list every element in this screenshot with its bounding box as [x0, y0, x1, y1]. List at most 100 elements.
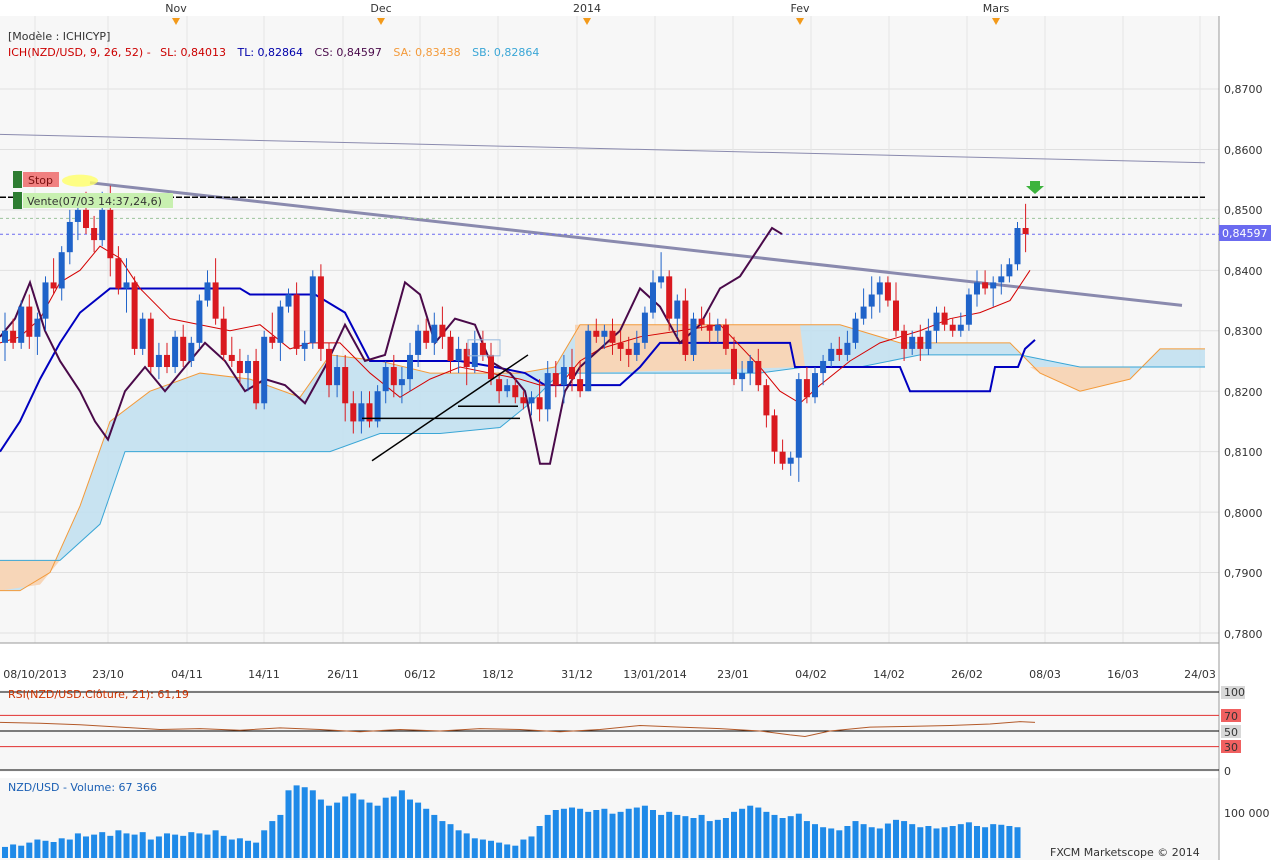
- volume-bar: [212, 830, 219, 858]
- date-tick: 16/03: [1107, 668, 1139, 681]
- ichimoku-cloud: [0, 324, 1205, 592]
- volume-bar: [269, 821, 276, 858]
- top-axis-labels: Nov Dec 2014 Fev Mars: [165, 2, 1009, 15]
- volume-bar: [536, 826, 543, 858]
- candle-body: [803, 379, 810, 398]
- stop-order[interactable]: Stop: [13, 171, 59, 188]
- volume-bar: [747, 805, 754, 858]
- candle-body: [131, 282, 138, 349]
- volume-bar: [884, 823, 891, 858]
- date-tick: 18/12: [482, 668, 514, 681]
- volume-bar: [180, 835, 187, 858]
- model-label: [Modèle : ICHICYP]: [8, 30, 110, 43]
- volume-bar: [358, 799, 365, 858]
- sa-value: SA: 0,83438: [393, 46, 460, 59]
- candle-body: [787, 457, 794, 464]
- volume-bar: [2, 846, 8, 858]
- candle-body: [820, 360, 827, 374]
- volume-bar: [609, 813, 616, 858]
- candle-body: [504, 385, 511, 392]
- candle-body: [650, 282, 656, 313]
- volume-bar: [868, 827, 875, 858]
- highlight-box: [467, 339, 501, 357]
- volume-bar: [617, 811, 624, 858]
- month-marker: [583, 18, 591, 25]
- volume-bar: [998, 824, 1005, 858]
- date-axis-labels: 08/10/2013 23/10 04/11 14/11 26/11 06/12…: [3, 668, 1216, 681]
- candle-body: [957, 324, 964, 331]
- sell-label: Vente(07/03 14:37,24,6): [27, 195, 162, 208]
- candle-body: [682, 300, 689, 355]
- descending-trendline: [89, 181, 1183, 307]
- price-tick: 0,7800: [1224, 628, 1263, 641]
- volume-bar: [374, 805, 381, 858]
- sell-order[interactable]: Vente(07/03 14:37,24,6): [13, 192, 173, 209]
- volume-bar: [74, 833, 81, 858]
- sell-handle[interactable]: [13, 192, 22, 209]
- volume-bar: [706, 821, 713, 858]
- volume-bar: [755, 807, 762, 858]
- price-axis-labels: 0,8700 0,8600 0,8500 0,8400 0,8300 0,820…: [1224, 83, 1263, 641]
- volume-bar: [415, 802, 422, 858]
- rsi-tick: 50: [1224, 726, 1238, 739]
- volume-bars: [2, 785, 1021, 858]
- rsi-label: RSI(NZD/USD.Clôture, 21): 61,19: [8, 688, 189, 701]
- candle-body: [536, 397, 543, 410]
- volume-bar: [309, 790, 316, 858]
- volume-bar: [625, 808, 632, 858]
- candle-body: [164, 354, 170, 368]
- volume-bar: [439, 821, 446, 858]
- candle-body: [763, 385, 770, 416]
- kumo-bear-area: [0, 560, 60, 591]
- volume-bar: [293, 785, 300, 858]
- volume-bar: [147, 839, 154, 858]
- rsi-tick: 0: [1224, 765, 1231, 778]
- candle-body: [941, 312, 948, 325]
- volume-bar: [83, 836, 89, 858]
- stop-handle[interactable]: [13, 171, 22, 188]
- volume-bar: [504, 844, 511, 858]
- month-label: Fev: [790, 2, 809, 15]
- candle-body: [447, 336, 454, 361]
- price-tick: 0,8400: [1224, 265, 1263, 278]
- volume-bar: [471, 838, 478, 858]
- date-tick: 14/11: [248, 668, 280, 681]
- top-axis: [0, 0, 1279, 16]
- candle-body: [301, 342, 308, 349]
- volume-bar: [714, 819, 721, 858]
- kijun-line: [0, 287, 1036, 453]
- date-tick: 26/02: [951, 668, 983, 681]
- candle-body: [909, 336, 916, 349]
- candle-body: [544, 373, 551, 410]
- month-marker: [377, 18, 385, 25]
- volume-bar: [682, 816, 689, 858]
- volume-bar: [957, 824, 964, 858]
- volume-bar: [26, 842, 33, 858]
- current-price-bg: [1219, 225, 1271, 241]
- candle-body: [488, 354, 494, 380]
- rsi-tick: 30: [1224, 741, 1238, 754]
- candle-body: [269, 336, 276, 343]
- candle-body: [706, 324, 713, 331]
- candle-body: [431, 324, 438, 343]
- date-tick: 14/02: [873, 668, 905, 681]
- candle-body: [641, 312, 648, 343]
- candle-body: [407, 354, 413, 380]
- candle-body: [739, 373, 746, 380]
- volume-bar: [844, 826, 851, 858]
- volume-bar: [99, 832, 106, 858]
- date-tick: 26/11: [327, 668, 359, 681]
- candle-body: [26, 306, 33, 337]
- candle-body: [1022, 228, 1029, 235]
- volume-bar: [91, 834, 98, 858]
- stop-label: Stop: [28, 174, 53, 187]
- volume-bar: [50, 842, 57, 858]
- resistance-trendline: [0, 133, 1206, 164]
- date-tick: 24/03: [1184, 668, 1216, 681]
- candle-body: [204, 282, 211, 301]
- candle-body: [917, 336, 924, 349]
- candle-body: [180, 336, 187, 361]
- candle-body: [293, 294, 300, 349]
- candle-body: [585, 330, 592, 392]
